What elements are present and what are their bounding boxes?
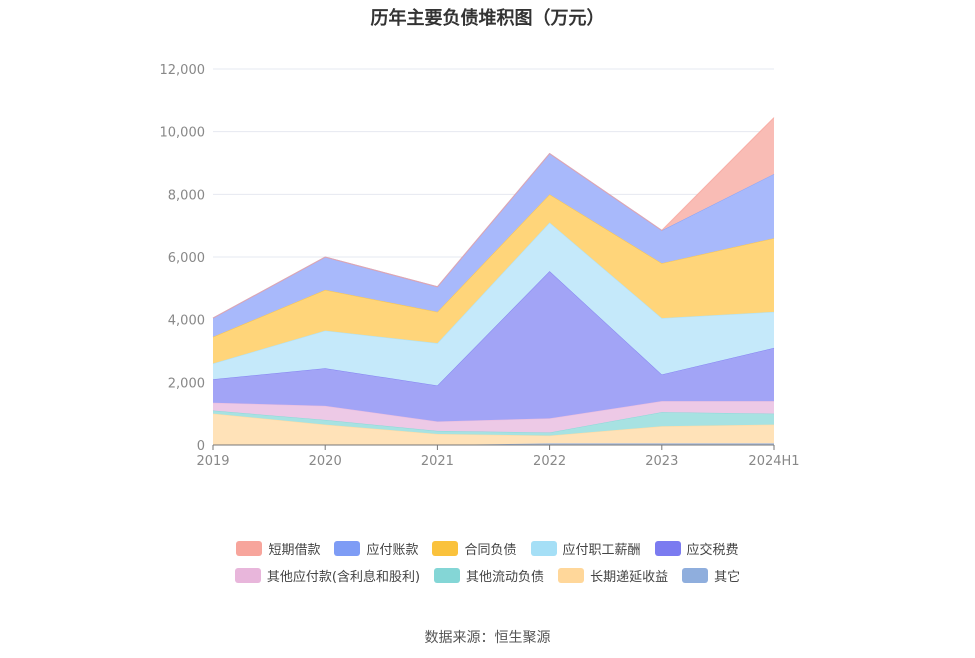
x-tick-label: 2023 — [645, 454, 678, 469]
legend-label: 应交税费 — [686, 543, 739, 558]
x-tick-label: 2024H1 — [748, 454, 799, 469]
legend-label: 其他应付款(含利息和股利) — [266, 570, 421, 585]
axis-layer: 0 2,000 4,000 6,000 8,000 10,000 12,000 2019 202… — [160, 63, 800, 469]
y-tick-label: 6,000 — [168, 251, 205, 266]
legend-item[interactable]: 应交税费 — [654, 539, 739, 558]
legend-swatch — [234, 568, 261, 583]
y-tick-label: 12,000 — [160, 63, 206, 78]
area-series-应交税费 — [213, 271, 774, 422]
legend-swatch — [654, 541, 681, 556]
legend-item[interactable]: 长期递延收益 — [558, 566, 668, 585]
legend-swatch — [434, 568, 461, 583]
area-series-应付职工薪酬 — [213, 222, 774, 386]
legend-label: 长期递延收益 — [590, 570, 669, 585]
legend-label: 应付账款 — [366, 543, 419, 558]
y-tick-label: 2,000 — [168, 376, 205, 391]
legend-label: 合同负债 — [464, 543, 517, 558]
legend-swatch — [530, 541, 557, 556]
legend-item[interactable]: 应付账款 — [334, 539, 418, 558]
stacked-area-chart: 0 2,000 4,000 6,000 8,000 10,000 12,000 2019 202… — [160, 63, 800, 469]
legend-row: 其他应付款(含利息和股利) 其他流动负债 长期递延收益 其它 — [0, 566, 975, 585]
legend-swatch — [432, 541, 459, 556]
legend-item[interactable]: 其他应付款(含利息和股利) — [234, 566, 421, 585]
legend-label: 应付职工薪酬 — [562, 543, 641, 558]
x-tick-label: 2021 — [421, 454, 454, 469]
area-series-应付账款 — [213, 153, 774, 337]
legend-row: 短期借款 应付账款 合同负债 应付职工薪酬 应交税费 — [0, 539, 975, 558]
area-series-layer — [212, 117, 775, 446]
series-line-应付职工薪酬 — [212, 221, 775, 365]
source-note: 数据来源：恒生聚源 — [424, 630, 551, 646]
x-tick-label: 2019 — [196, 454, 229, 469]
legend-swatch — [682, 568, 709, 583]
area-series-其他应付款(含利息和股利) — [213, 401, 774, 433]
y-tick-label: 4,000 — [168, 314, 205, 329]
legend-swatch — [236, 541, 263, 556]
legend-label: 其他流动负债 — [466, 570, 545, 585]
legend-item[interactable]: 应付职工薪酬 — [530, 539, 641, 558]
legend-label: 短期借款 — [268, 543, 321, 558]
legend-swatch — [334, 541, 361, 556]
series-line-合同负债 — [212, 193, 775, 338]
legend-item[interactable]: 其它 — [682, 566, 740, 585]
legend-item[interactable]: 其他流动负债 — [434, 566, 544, 585]
legend-swatch — [558, 568, 585, 583]
legend-item[interactable]: 短期借款 — [236, 539, 320, 558]
x-tick-label: 2022 — [533, 454, 566, 469]
area-series-合同负债 — [213, 194, 774, 364]
legend-label: 其它 — [714, 570, 741, 585]
area-series-长期递延收益 — [213, 413, 774, 445]
x-tick-label: 2020 — [309, 454, 342, 469]
legend: 短期借款 应付账款 合同负债 应付职工薪酬 应交税费 其他应付款(含利息和股利) 其他流动… — [0, 539, 975, 593]
legend-item[interactable]: 合同负债 — [432, 539, 517, 558]
series-line-短期借款 — [212, 117, 775, 319]
chart-title: 历年主要负债堆积图（万元） — [370, 8, 605, 29]
y-tick-label: 10,000 — [160, 126, 206, 141]
y-tick-label: 0 — [197, 439, 205, 454]
y-tick-label: 8,000 — [168, 188, 205, 203]
